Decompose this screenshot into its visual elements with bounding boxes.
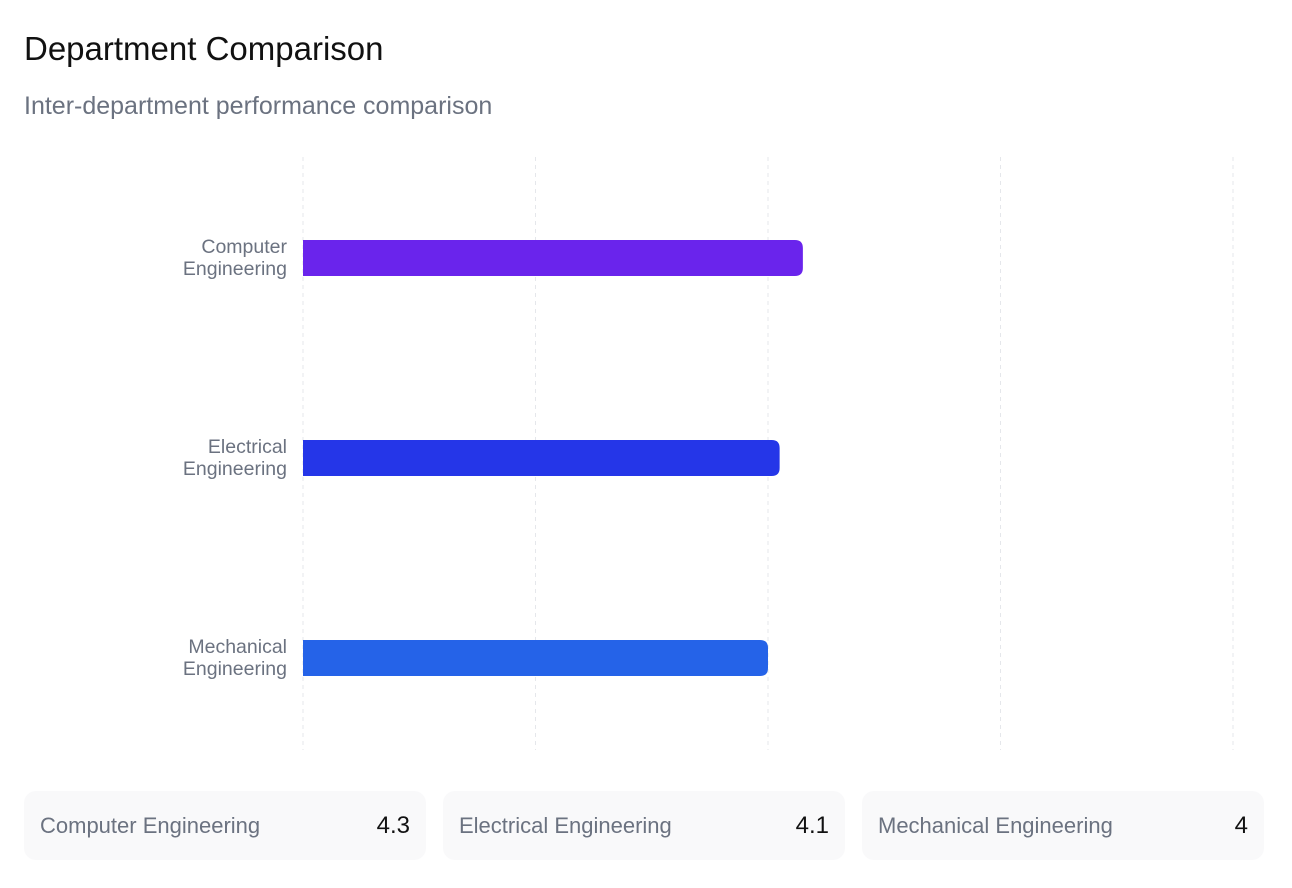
- y-tick-label: Electrical Engineering: [182, 436, 287, 480]
- summary-card: Electrical Engineering 4.1: [443, 791, 845, 860]
- y-tick-label: Computer Engineering: [182, 236, 287, 280]
- summary-name: Computer Engineering: [40, 812, 261, 838]
- summary-name: Electrical Engineering: [459, 812, 672, 838]
- y-tick-label: Mechanical Engineering: [182, 636, 287, 680]
- summary-value: 4.3: [376, 811, 410, 839]
- summary-name: Mechanical Engineering: [878, 812, 1113, 838]
- chart-subtitle: Inter-department performance comparison: [24, 92, 493, 120]
- chart-title: Department Comparison: [24, 30, 384, 67]
- summary-card: Mechanical Engineering 4: [862, 791, 1264, 860]
- summary-value: 4.1: [795, 811, 829, 839]
- bar: [303, 440, 780, 476]
- bar: [303, 240, 803, 276]
- bar: [303, 640, 768, 676]
- summary-value: 4: [1234, 811, 1248, 839]
- summary-card: Computer Engineering 4.3: [24, 791, 426, 860]
